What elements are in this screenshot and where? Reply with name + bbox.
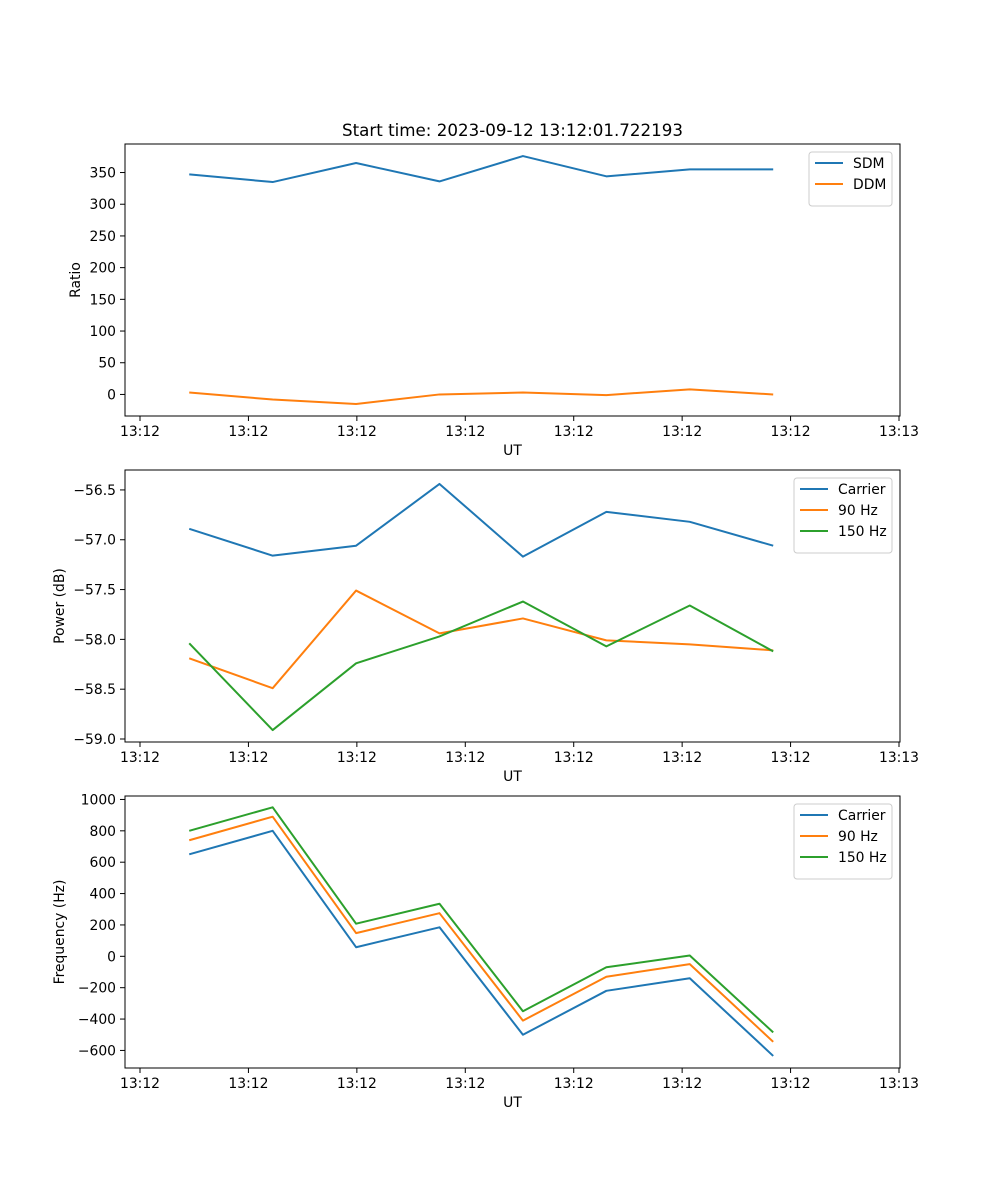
y-tick-label: −58.0 [73, 632, 116, 648]
legend-box [793, 477, 893, 554]
y-tick-label: 800 [89, 824, 116, 840]
x-tick-label: 13:12 [771, 750, 811, 766]
y-tick-label: −58.5 [73, 682, 116, 698]
series-line-carrier [188, 829, 774, 1057]
y-axis-label: Power (dB) [52, 568, 68, 644]
legend: SDM DDM [808, 151, 893, 207]
legend-label: DDM [853, 177, 886, 193]
x-tick-label: 13:12 [771, 1076, 811, 1092]
series-line-90-hz [188, 815, 774, 1043]
legend-label: 90 Hz [838, 503, 878, 519]
series-line-150-hz [188, 600, 774, 732]
legend-box [808, 151, 893, 207]
series-line-ddm [189, 388, 774, 405]
axes-frame [124, 469, 901, 743]
chart-panel-2: 13:12 13:12 13:12 13:12 13:12 13:12 13:12 13:13… [52, 469, 919, 785]
chart-panel-3: 13:12 13:12 13:12 13:12 13:12 13:12 13:12 13:13… [52, 792, 919, 1111]
y-tick-label: 600 [89, 855, 116, 871]
y-tick-label: 150 [89, 292, 116, 308]
x-tick-label: 13:12 [445, 750, 485, 766]
series-line-150-hz [188, 806, 774, 1034]
legend: Carrier 90 Hz 150 Hz [793, 803, 893, 880]
x-tick-label: 13:12 [120, 1076, 160, 1092]
x-tick-label: 13:12 [337, 750, 377, 766]
y-tick-label: −57.5 [73, 583, 116, 599]
legend-label: 90 Hz [838, 829, 878, 845]
y-tick-label: 350 [89, 166, 116, 182]
x-tick-label: 13:12 [554, 424, 594, 440]
x-tick-label: 13:13 [879, 424, 919, 440]
x-tick-label: 13:12 [228, 424, 268, 440]
x-tick-label: 13:13 [879, 750, 919, 766]
series-line-90-hz [188, 589, 774, 690]
x-axis-label: UT [503, 443, 522, 459]
legend-label: Carrier [838, 482, 886, 498]
y-axis-label: Ratio [68, 262, 84, 298]
x-tick-label: 13:13 [879, 1076, 919, 1092]
x-axis-label: UT [503, 769, 522, 785]
axes-frame [124, 143, 901, 417]
y-tick-label: 300 [89, 197, 116, 213]
legend-label: 150 Hz [838, 850, 887, 866]
y-tick-label: 200 [89, 261, 116, 277]
y-tick-label: 0 [107, 949, 116, 965]
x-tick-label: 13:12 [662, 1076, 702, 1092]
x-tick-label: 13:12 [554, 750, 594, 766]
x-tick-label: 13:12 [662, 750, 702, 766]
legend: Carrier 90 Hz 150 Hz [793, 477, 893, 554]
x-tick-label: 13:12 [228, 1076, 268, 1092]
series-line-carrier [188, 482, 774, 558]
y-tick-label: −59.0 [73, 732, 116, 748]
legend-label: 150 Hz [838, 524, 887, 540]
legend-label: Carrier [838, 808, 886, 824]
x-tick-label: 13:12 [337, 1076, 377, 1092]
y-tick-label: 200 [89, 918, 116, 934]
y-tick-label: 0 [107, 387, 116, 403]
x-tick-label: 13:12 [662, 424, 702, 440]
chart-panel-1: Start time: 2023-09-12 13:12:01.722193 13… [68, 120, 919, 459]
x-tick-label: 13:12 [445, 424, 485, 440]
y-tick-label: 1000 [81, 792, 116, 808]
y-tick-label: −400 [78, 1012, 116, 1028]
y-tick-label: −200 [78, 981, 116, 997]
series-line-sdm [189, 155, 774, 184]
x-tick-label: 13:12 [120, 750, 160, 766]
y-tick-label: −56.5 [73, 483, 116, 499]
y-tick-label: 400 [89, 887, 116, 903]
legend-label: SDM [853, 156, 885, 172]
x-tick-label: 13:12 [228, 750, 268, 766]
x-tick-label: 13:12 [554, 1076, 594, 1092]
x-tick-label: 13:12 [337, 424, 377, 440]
y-tick-label: 50 [98, 356, 116, 372]
y-tick-label: 100 [89, 324, 116, 340]
y-tick-label: −600 [78, 1043, 116, 1059]
legend-box [793, 803, 893, 880]
x-tick-label: 13:12 [445, 1076, 485, 1092]
chart-title: Start time: 2023-09-12 13:12:01.722193 [342, 120, 683, 140]
y-tick-label: 250 [89, 229, 116, 245]
y-axis-label: Frequency (Hz) [52, 880, 68, 985]
axes-frame [124, 795, 901, 1069]
x-axis-label: UT [503, 1095, 522, 1111]
y-tick-label: −57.0 [73, 533, 116, 549]
x-tick-label: 13:12 [771, 424, 811, 440]
x-tick-label: 13:12 [120, 424, 160, 440]
